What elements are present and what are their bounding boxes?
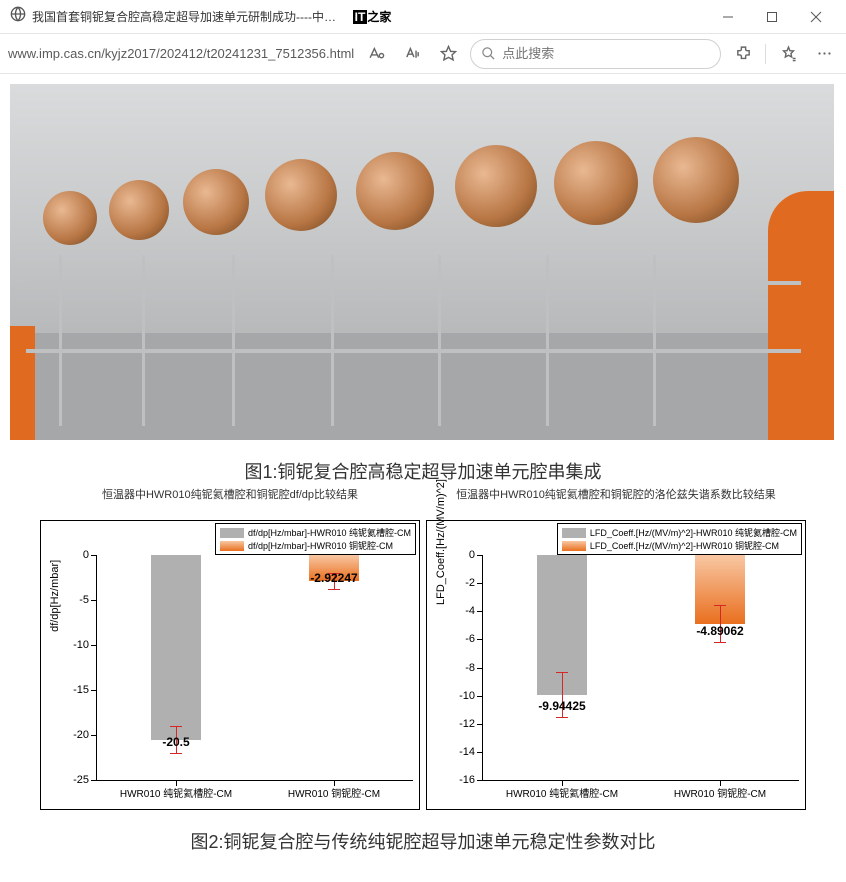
read-aloud-icon[interactable] xyxy=(398,40,426,68)
toolbar-divider xyxy=(765,44,766,64)
chart-left-ylabel: df/dp[Hz/mbar] xyxy=(49,559,61,631)
ytick-label: -14 xyxy=(459,746,475,758)
url-text: www.imp.cas.cn/kyjz2017/202412/t20241231… xyxy=(8,46,354,61)
chart-left-legend: df/dp[Hz/mbar]-HWR010 纯铌氦槽腔-CMdf/dp[Hz/m… xyxy=(215,523,416,555)
search-input[interactable] xyxy=(502,46,710,61)
address-bar[interactable]: www.imp.cas.cn/kyjz2017/202412/t20241231… xyxy=(8,46,354,61)
ytick-label: -5 xyxy=(79,594,89,606)
ytick-label: -10 xyxy=(459,690,475,702)
bar-value-label: -20.5 xyxy=(162,735,189,749)
bar-value-label: -2.92247 xyxy=(310,571,357,585)
category-label: HWR010 纯铌氦槽腔-CM xyxy=(506,785,618,800)
chart-right-title: 恒温器中HWR010纯铌氦槽腔和铜铌腔的洛伦兹失谐系数比较结果 xyxy=(426,486,806,502)
bar-value-label: -9.94425 xyxy=(538,699,585,713)
ytick-label: 0 xyxy=(469,549,475,561)
window-title: 我国首套铜铌复合腔高稳定超导加速单元研制成功----中国科学院近代物理研究所 xyxy=(32,8,347,25)
category-label: HWR010 纯铌氦槽腔-CM xyxy=(120,785,232,800)
page-content: 图1:铜铌复合腔高稳定超导加速单元腔串集成 恒温器中HWR010纯铌氦槽腔和铜铌… xyxy=(0,74,846,882)
chart-left-title: 恒温器中HWR010纯铌氦槽腔和铜铌腔df/dp比较结果 xyxy=(40,486,420,502)
chart-left-plotarea: df/dp[Hz/mbar] 0-5-10-15-20-25HWR010 纯铌氦… xyxy=(96,555,413,781)
ytick-label: 0 xyxy=(83,549,89,561)
legend-row: df/dp[Hz/mbar]-HWR010 纯铌氦槽腔-CM xyxy=(220,526,411,539)
chart-right: 恒温器中HWR010纯铌氦槽腔和铜铌腔的洛伦兹失谐系数比较结果 LFD_Coef… xyxy=(426,502,806,810)
chart-right-plotarea: LFD_Coeff.[Hz/(MV/m)^2] 0-2-4-6-8-10-12-… xyxy=(482,555,799,781)
site-logo: IT之家 xyxy=(353,8,392,25)
ytick-label: -6 xyxy=(465,633,475,645)
figure1-caption: 图1:铜铌复合腔高稳定超导加速单元腔串集成 xyxy=(10,458,836,484)
globe-icon xyxy=(8,6,32,27)
more-menu-icon[interactable] xyxy=(810,40,838,68)
bar-value-label: -4.89062 xyxy=(696,624,743,638)
ytick-label: -16 xyxy=(459,774,475,786)
window-minimize-button[interactable] xyxy=(706,2,750,32)
ytick-label: -4 xyxy=(465,605,475,617)
figure1-photo xyxy=(10,84,834,440)
extensions-icon[interactable] xyxy=(729,40,757,68)
chart-right-legend: LFD_Coeff.[Hz/(MV/m)^2]-HWR010 纯铌氦槽腔-CML… xyxy=(557,523,802,555)
ytick-label: -10 xyxy=(73,639,89,651)
bar xyxy=(151,555,202,740)
search-box[interactable] xyxy=(470,39,721,69)
search-icon xyxy=(481,46,496,61)
chart-right-ylabel: LFD_Coeff.[Hz/(MV/m)^2] xyxy=(435,479,447,605)
ytick-label: -2 xyxy=(465,577,475,589)
ytick-label: -20 xyxy=(73,729,89,741)
favorites-list-icon[interactable] xyxy=(774,40,802,68)
browser-toolbar: www.imp.cas.cn/kyjz2017/202412/t20241231… xyxy=(0,34,846,74)
ytick-label: -8 xyxy=(465,662,475,674)
text-size-icon[interactable] xyxy=(362,40,390,68)
category-label: HWR010 铜铌腔-CM xyxy=(674,785,766,800)
legend-row: LFD_Coeff.[Hz/(MV/m)^2]-HWR010 纯铌氦槽腔-CM xyxy=(562,526,797,539)
ytick-label: -12 xyxy=(459,718,475,730)
legend-row: df/dp[Hz/mbar]-HWR010 铜铌腔-CM xyxy=(220,539,411,552)
window-maximize-button[interactable] xyxy=(750,2,794,32)
window-titlebar: 我国首套铜铌复合腔高稳定超导加速单元研制成功----中国科学院近代物理研究所 I… xyxy=(0,0,846,34)
chart-left: 恒温器中HWR010纯铌氦槽腔和铜铌腔df/dp比较结果 df/dp[Hz/mb… xyxy=(40,502,420,810)
figure2-caption: 图2:铜铌复合腔与传统纯铌腔超导加速单元稳定性参数对比 xyxy=(10,828,836,854)
ytick-label: -15 xyxy=(73,684,89,696)
ytick-label: -25 xyxy=(73,774,89,786)
legend-row: LFD_Coeff.[Hz/(MV/m)^2]-HWR010 铜铌腔-CM xyxy=(562,539,797,552)
favorite-star-icon[interactable] xyxy=(434,40,462,68)
figure2-charts: 恒温器中HWR010纯铌氦槽腔和铜铌腔df/dp比较结果 df/dp[Hz/mb… xyxy=(10,502,836,810)
window-close-button[interactable] xyxy=(794,2,838,32)
category-label: HWR010 铜铌腔-CM xyxy=(288,785,380,800)
